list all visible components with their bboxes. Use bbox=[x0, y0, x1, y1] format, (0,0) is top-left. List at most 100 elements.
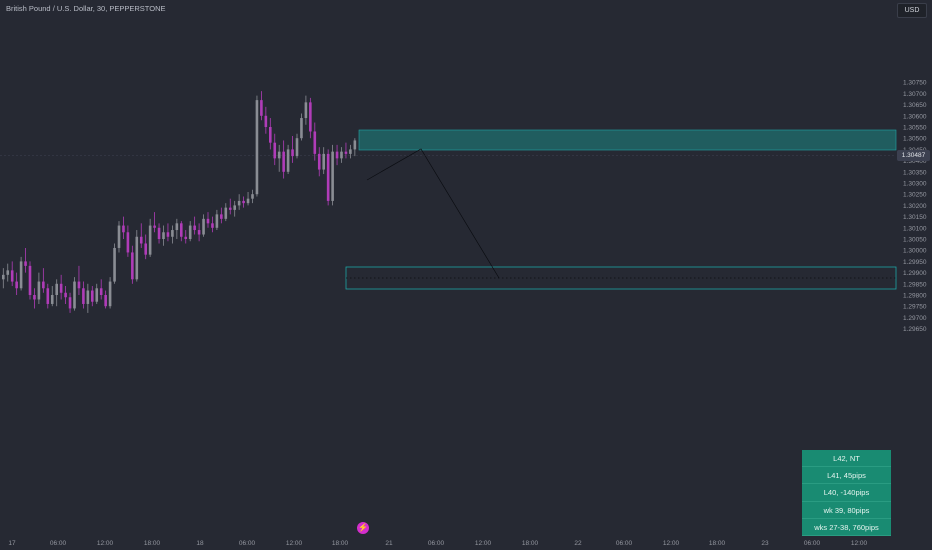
x-tick-label: 22 bbox=[574, 540, 582, 547]
candle-body bbox=[162, 232, 165, 239]
candle-body bbox=[304, 102, 308, 119]
y-tick-label: 1.29900 bbox=[903, 270, 927, 277]
candle-body bbox=[153, 225, 156, 228]
candle-body bbox=[82, 288, 85, 304]
y-tick-label: 1.30650 bbox=[903, 102, 927, 109]
x-tick-label: 18 bbox=[196, 540, 204, 547]
x-tick-label: 06:00 bbox=[804, 540, 821, 547]
candle-body bbox=[335, 151, 339, 159]
candle-body bbox=[282, 151, 285, 172]
y-tick-label: 1.29850 bbox=[903, 281, 927, 288]
candle-body bbox=[99, 288, 103, 295]
x-axis: 17 06:00 12:00 18:00 18 06:00 12:00 18:00 21 06:0… bbox=[8, 540, 867, 547]
candle-body bbox=[95, 288, 99, 302]
candle-body bbox=[353, 140, 357, 150]
candle-body bbox=[246, 198, 250, 204]
chart-title: British Pound / U.S. Dollar, 30, PEPPERS… bbox=[6, 4, 166, 13]
stats-row: L40, -140pips bbox=[802, 484, 891, 502]
candles-group bbox=[2, 91, 357, 313]
x-tick-label: 12:00 bbox=[851, 540, 868, 547]
candle-body bbox=[126, 232, 130, 253]
x-tick-label: 21 bbox=[385, 540, 393, 547]
candle-body bbox=[269, 127, 272, 143]
candle-body bbox=[108, 281, 112, 307]
candle-body bbox=[28, 265, 32, 295]
candle-body bbox=[64, 292, 67, 298]
candle-body bbox=[242, 200, 245, 204]
current-price-label: 1.30487 bbox=[897, 150, 930, 161]
candle-body bbox=[42, 281, 45, 289]
candle-body bbox=[46, 288, 50, 304]
candle-body bbox=[197, 230, 201, 235]
candle-body bbox=[157, 227, 161, 239]
y-tick-label: 1.30400 bbox=[903, 158, 927, 165]
candle-body bbox=[19, 261, 23, 289]
y-tick-label: 1.30150 bbox=[903, 214, 927, 221]
stats-row: L42, NT bbox=[802, 450, 891, 468]
x-tick-label: 06:00 bbox=[239, 540, 256, 547]
candle-body bbox=[10, 270, 14, 282]
candle-body bbox=[73, 281, 76, 309]
candle-body bbox=[33, 295, 36, 300]
candle-body bbox=[2, 274, 5, 280]
y-tick-label: 1.30600 bbox=[903, 113, 927, 120]
candle-body bbox=[37, 281, 41, 300]
y-tick-label: 1.29950 bbox=[903, 259, 927, 266]
candle-body bbox=[55, 283, 58, 295]
projection-path bbox=[366, 148, 500, 279]
candle-body bbox=[215, 214, 219, 228]
candle-body bbox=[202, 218, 205, 235]
y-tick-label: 1.30350 bbox=[903, 169, 927, 176]
candle-body bbox=[171, 230, 174, 237]
x-tick-label: 06:00 bbox=[428, 540, 445, 547]
stats-row: L41, 45pips bbox=[802, 467, 891, 485]
candle-body bbox=[344, 151, 348, 154]
y-tick-label: 1.30700 bbox=[903, 91, 927, 98]
economic-event-icon[interactable]: ⚡ bbox=[357, 522, 369, 534]
x-tick-label: 18:00 bbox=[332, 540, 349, 547]
x-tick-label: 12:00 bbox=[286, 540, 303, 547]
x-tick-label: 06:00 bbox=[616, 540, 633, 547]
y-tick-label: 1.30500 bbox=[903, 136, 927, 143]
candle-body bbox=[166, 232, 170, 237]
candle-body bbox=[86, 290, 90, 304]
candle-body bbox=[273, 142, 277, 159]
candle-body bbox=[286, 149, 290, 172]
x-tick-label: 18:00 bbox=[709, 540, 726, 547]
candle-body bbox=[104, 295, 107, 307]
stats-row: wk 39, 80pips bbox=[802, 501, 891, 519]
y-tick-label: 1.29800 bbox=[903, 293, 927, 300]
stats-row: wks 27-38, 760pips bbox=[802, 518, 891, 536]
candle-body bbox=[68, 297, 72, 309]
x-tick-label: 12:00 bbox=[663, 540, 680, 547]
x-tick-label: 06:00 bbox=[50, 540, 67, 547]
candle-body bbox=[277, 151, 281, 159]
candle-body bbox=[295, 138, 299, 157]
x-tick-label: 18:00 bbox=[144, 540, 161, 547]
candle-body bbox=[50, 295, 54, 304]
candle-body bbox=[135, 236, 139, 280]
currency-button[interactable]: USD bbox=[897, 3, 927, 18]
y-tick-label: 1.29700 bbox=[903, 315, 927, 322]
x-tick-label: 18:00 bbox=[522, 540, 539, 547]
candle-body bbox=[220, 214, 223, 219]
candle-body bbox=[251, 194, 254, 199]
candle-body bbox=[309, 102, 312, 132]
candle-body bbox=[113, 247, 116, 282]
candle-body bbox=[233, 205, 236, 210]
candle-body bbox=[300, 118, 303, 139]
candle-body bbox=[188, 225, 192, 239]
y-tick-label: 1.30750 bbox=[903, 80, 927, 87]
stats-table: L42, NT L41, 45pips L40, -140pips wk 39,… bbox=[802, 450, 891, 536]
candle-body bbox=[15, 281, 18, 289]
y-tick-label: 1.29750 bbox=[903, 304, 927, 311]
x-tick-label: 12:00 bbox=[475, 540, 492, 547]
y-axis: 1.30750 1.30700 1.30650 1.30600 1.30550 1.305… bbox=[903, 80, 927, 333]
candle-body bbox=[313, 131, 317, 154]
candle-body bbox=[180, 223, 183, 237]
candle-body bbox=[131, 252, 134, 280]
demand-zone bbox=[345, 266, 897, 290]
y-tick-label: 1.30550 bbox=[903, 125, 927, 132]
candle-body bbox=[24, 261, 27, 266]
